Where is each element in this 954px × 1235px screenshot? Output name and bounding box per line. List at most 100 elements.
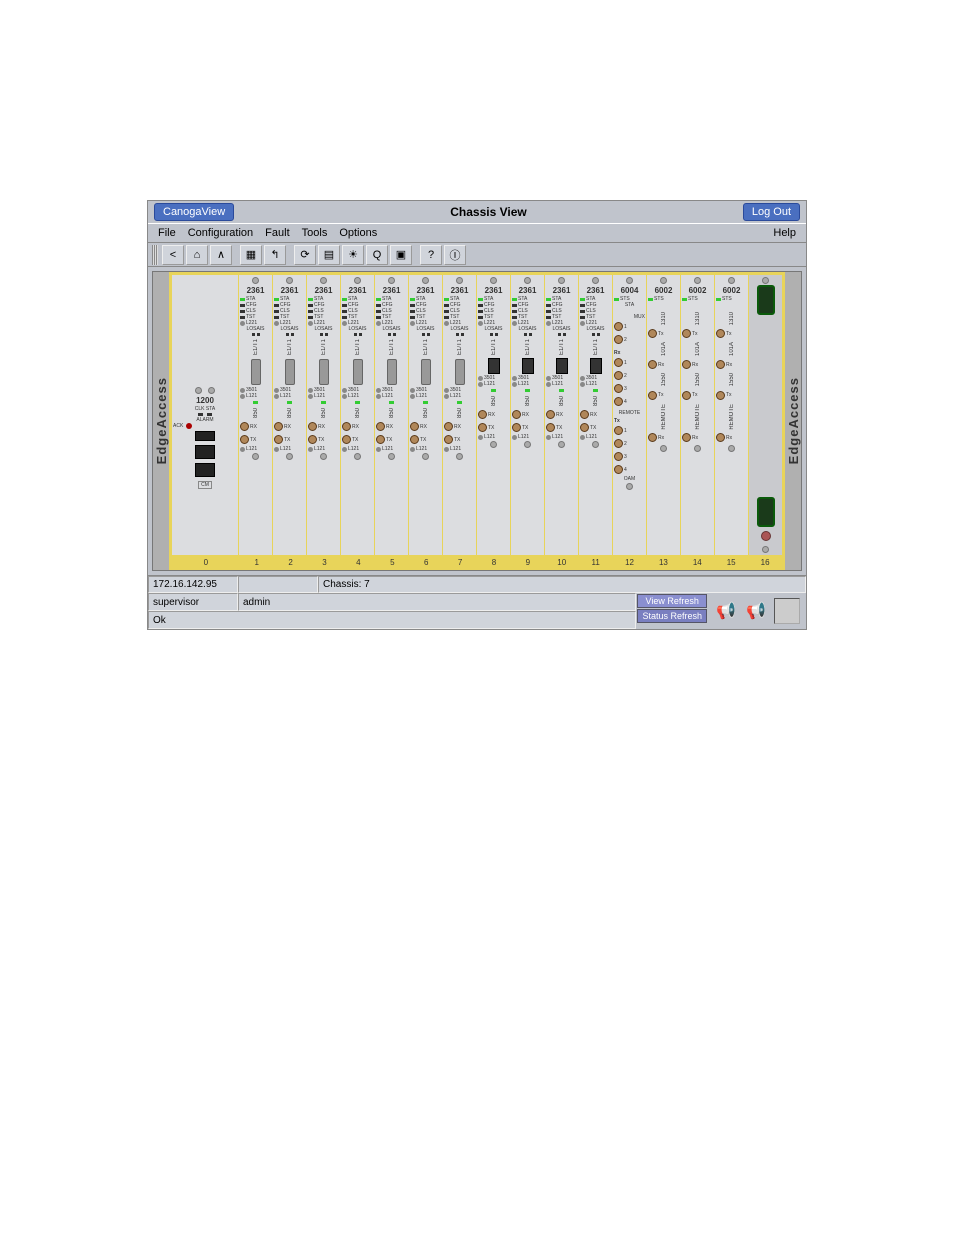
port-led-icon — [342, 394, 347, 399]
tx-port-icon — [682, 329, 691, 338]
card-model-label: 2361 — [451, 286, 469, 295]
menu-tools[interactable]: Tools — [296, 225, 334, 241]
rx-label: Rx — [726, 435, 732, 441]
card-2361[interactable]: 2361STACFGCLSTSTL221LOSAISE1/T13501L1218… — [375, 275, 408, 555]
led-icon — [274, 304, 279, 307]
menu-options[interactable]: Options — [333, 225, 383, 241]
speaker-yellow-icon[interactable]: 📢 — [744, 599, 768, 623]
tb-refresh-icon[interactable]: ⟳ — [294, 245, 316, 265]
port-l121b-label: L121 — [416, 446, 427, 452]
card-6002[interactable]: 6002STS1310Tx101ARx1550TxREMOTERx — [681, 275, 714, 555]
card-2361[interactable]: 2361STACFGCLSTSTL221LOSAISE1/T13501L1218… — [579, 275, 612, 555]
view-refresh-button[interactable]: View Refresh — [637, 594, 707, 608]
port-num: 2 — [624, 337, 627, 343]
card-2361[interactable]: 2361STACFGCLSTSTL221LOSAISE1/T13501L1218… — [511, 275, 544, 555]
oam-label: 101A — [661, 342, 667, 356]
tb-alarm-icon[interactable]: ☀ — [342, 245, 364, 265]
port-icon — [614, 426, 623, 435]
card-6002[interactable]: 6002STS1310Tx101ARx1550TxREMOTERx — [715, 275, 748, 555]
dots — [286, 333, 294, 336]
led-icon — [274, 316, 279, 319]
menu-fault[interactable]: Fault — [259, 225, 295, 241]
port-led-icon — [274, 447, 279, 452]
card-2361[interactable]: 2361STACFGCLSTSTL221LOSAISE1/T13501L1218… — [443, 275, 476, 555]
rx-row: Rx — [647, 431, 680, 444]
tb-back-icon[interactable]: < — [162, 245, 184, 265]
speaker-red-icon[interactable]: 📢 — [714, 599, 738, 623]
tx-row: TX — [409, 433, 442, 446]
card-2361[interactable]: 2361STACFGCLSTSTL221LOSAISE1/T13501L1218… — [477, 275, 510, 555]
screw-icon — [762, 277, 769, 284]
port-row: L121 — [579, 381, 612, 387]
dots — [592, 333, 600, 336]
tb-home-icon[interactable]: ⌂ — [186, 245, 208, 265]
card-6002[interactable]: 6002STS1310Tx101ARx1550TxREMOTERx — [647, 275, 680, 555]
status-ok: Ok — [148, 611, 636, 629]
card-2361[interactable]: 2361STACFGCLSTSTL221LOSAISE1/T13501L1218… — [341, 275, 374, 555]
menu-configuration[interactable]: Configuration — [182, 225, 259, 241]
dot — [529, 333, 532, 336]
led-icon — [376, 304, 381, 307]
port-led-icon — [410, 394, 415, 399]
card-6004[interactable]: 6004STSSTAMUX12Rx1234REMOTETx1234OAM — [613, 275, 646, 555]
tx-row: Tx — [647, 327, 680, 340]
card-2361[interactable]: 2361STACFGCLSTSTL221LOSAISE1/T13501L1218… — [409, 275, 442, 555]
menu-file[interactable]: File — [152, 225, 182, 241]
tx-port-icon — [444, 435, 453, 444]
card-2361[interactable]: 2361STACFGCLSTSTL221LOSAISE1/T13501L1218… — [273, 275, 306, 555]
tb-agents-icon[interactable]: ∧ — [210, 245, 232, 265]
led-icon — [274, 298, 279, 301]
card-2361[interactable]: 2361STACFGCLSTSTL221LOSAISE1/T13501L1218… — [545, 275, 578, 555]
led-icon — [546, 321, 551, 326]
card-model-label: 6004 — [621, 286, 639, 295]
screw-icon — [490, 441, 497, 448]
led-icon — [580, 310, 585, 313]
led-icon — [716, 298, 721, 301]
rx-row: RX — [511, 408, 544, 421]
psu-card[interactable] — [749, 275, 782, 555]
port-led-icon — [580, 382, 585, 387]
led-icon — [240, 298, 245, 301]
extra-button[interactable] — [774, 598, 800, 624]
mgmt-card[interactable]: 1200CLK STAALARMACKCM — [172, 275, 238, 555]
port-l121b-label: L121 — [382, 446, 393, 452]
rx-label: RX — [250, 424, 257, 430]
tb-info-icon[interactable]: Ⓘ — [444, 245, 466, 265]
port-num: 1 — [624, 428, 627, 434]
led-icon — [240, 321, 245, 326]
card-2361[interactable]: 2361STACFGCLSTSTL221LOSAISE1/T13501L1218… — [307, 275, 340, 555]
port-l121-label: L121 — [246, 393, 257, 399]
tb-help-icon[interactable]: ? — [420, 245, 442, 265]
port-row: 3 — [613, 382, 646, 395]
tx-label: TX — [318, 437, 324, 443]
dot — [422, 333, 425, 336]
tb-report-icon[interactable]: ▤ — [318, 245, 340, 265]
screw-icon — [388, 277, 395, 284]
sts-label: STS — [722, 296, 732, 302]
dot — [257, 333, 260, 336]
rx-row: RX — [579, 408, 612, 421]
tx-label: TX — [420, 437, 426, 443]
rx-label: RX — [386, 424, 393, 430]
screw-icon — [354, 453, 361, 460]
rx-row: RX — [409, 420, 442, 433]
tb-exit-icon[interactable]: ↰ — [264, 245, 286, 265]
canogaview-button[interactable]: CanogaView — [154, 203, 234, 221]
tx-port-icon — [716, 329, 725, 338]
tb-grid-icon[interactable]: ▦ — [240, 245, 262, 265]
menu-help[interactable]: Help — [767, 225, 802, 241]
dot — [427, 333, 430, 336]
tb-search-icon[interactable]: Q — [366, 245, 388, 265]
port-row: 4 — [613, 463, 646, 476]
port-led-icon — [274, 388, 279, 393]
logout-button[interactable]: Log Out — [743, 203, 800, 221]
db-connector-icon — [590, 358, 602, 374]
tx-label: Tx — [692, 331, 698, 337]
card-2361[interactable]: 2361STACFGCLSTSTL221LOSAISE1/T13501L1218… — [239, 275, 272, 555]
tb-device-icon[interactable]: ▣ — [390, 245, 412, 265]
port-l121-label: L121 — [484, 381, 495, 387]
rx-label: RX — [590, 412, 597, 418]
status-refresh-button[interactable]: Status Refresh — [637, 609, 707, 623]
sfp-led-icon — [287, 401, 292, 404]
port-row: 2 — [613, 369, 646, 382]
